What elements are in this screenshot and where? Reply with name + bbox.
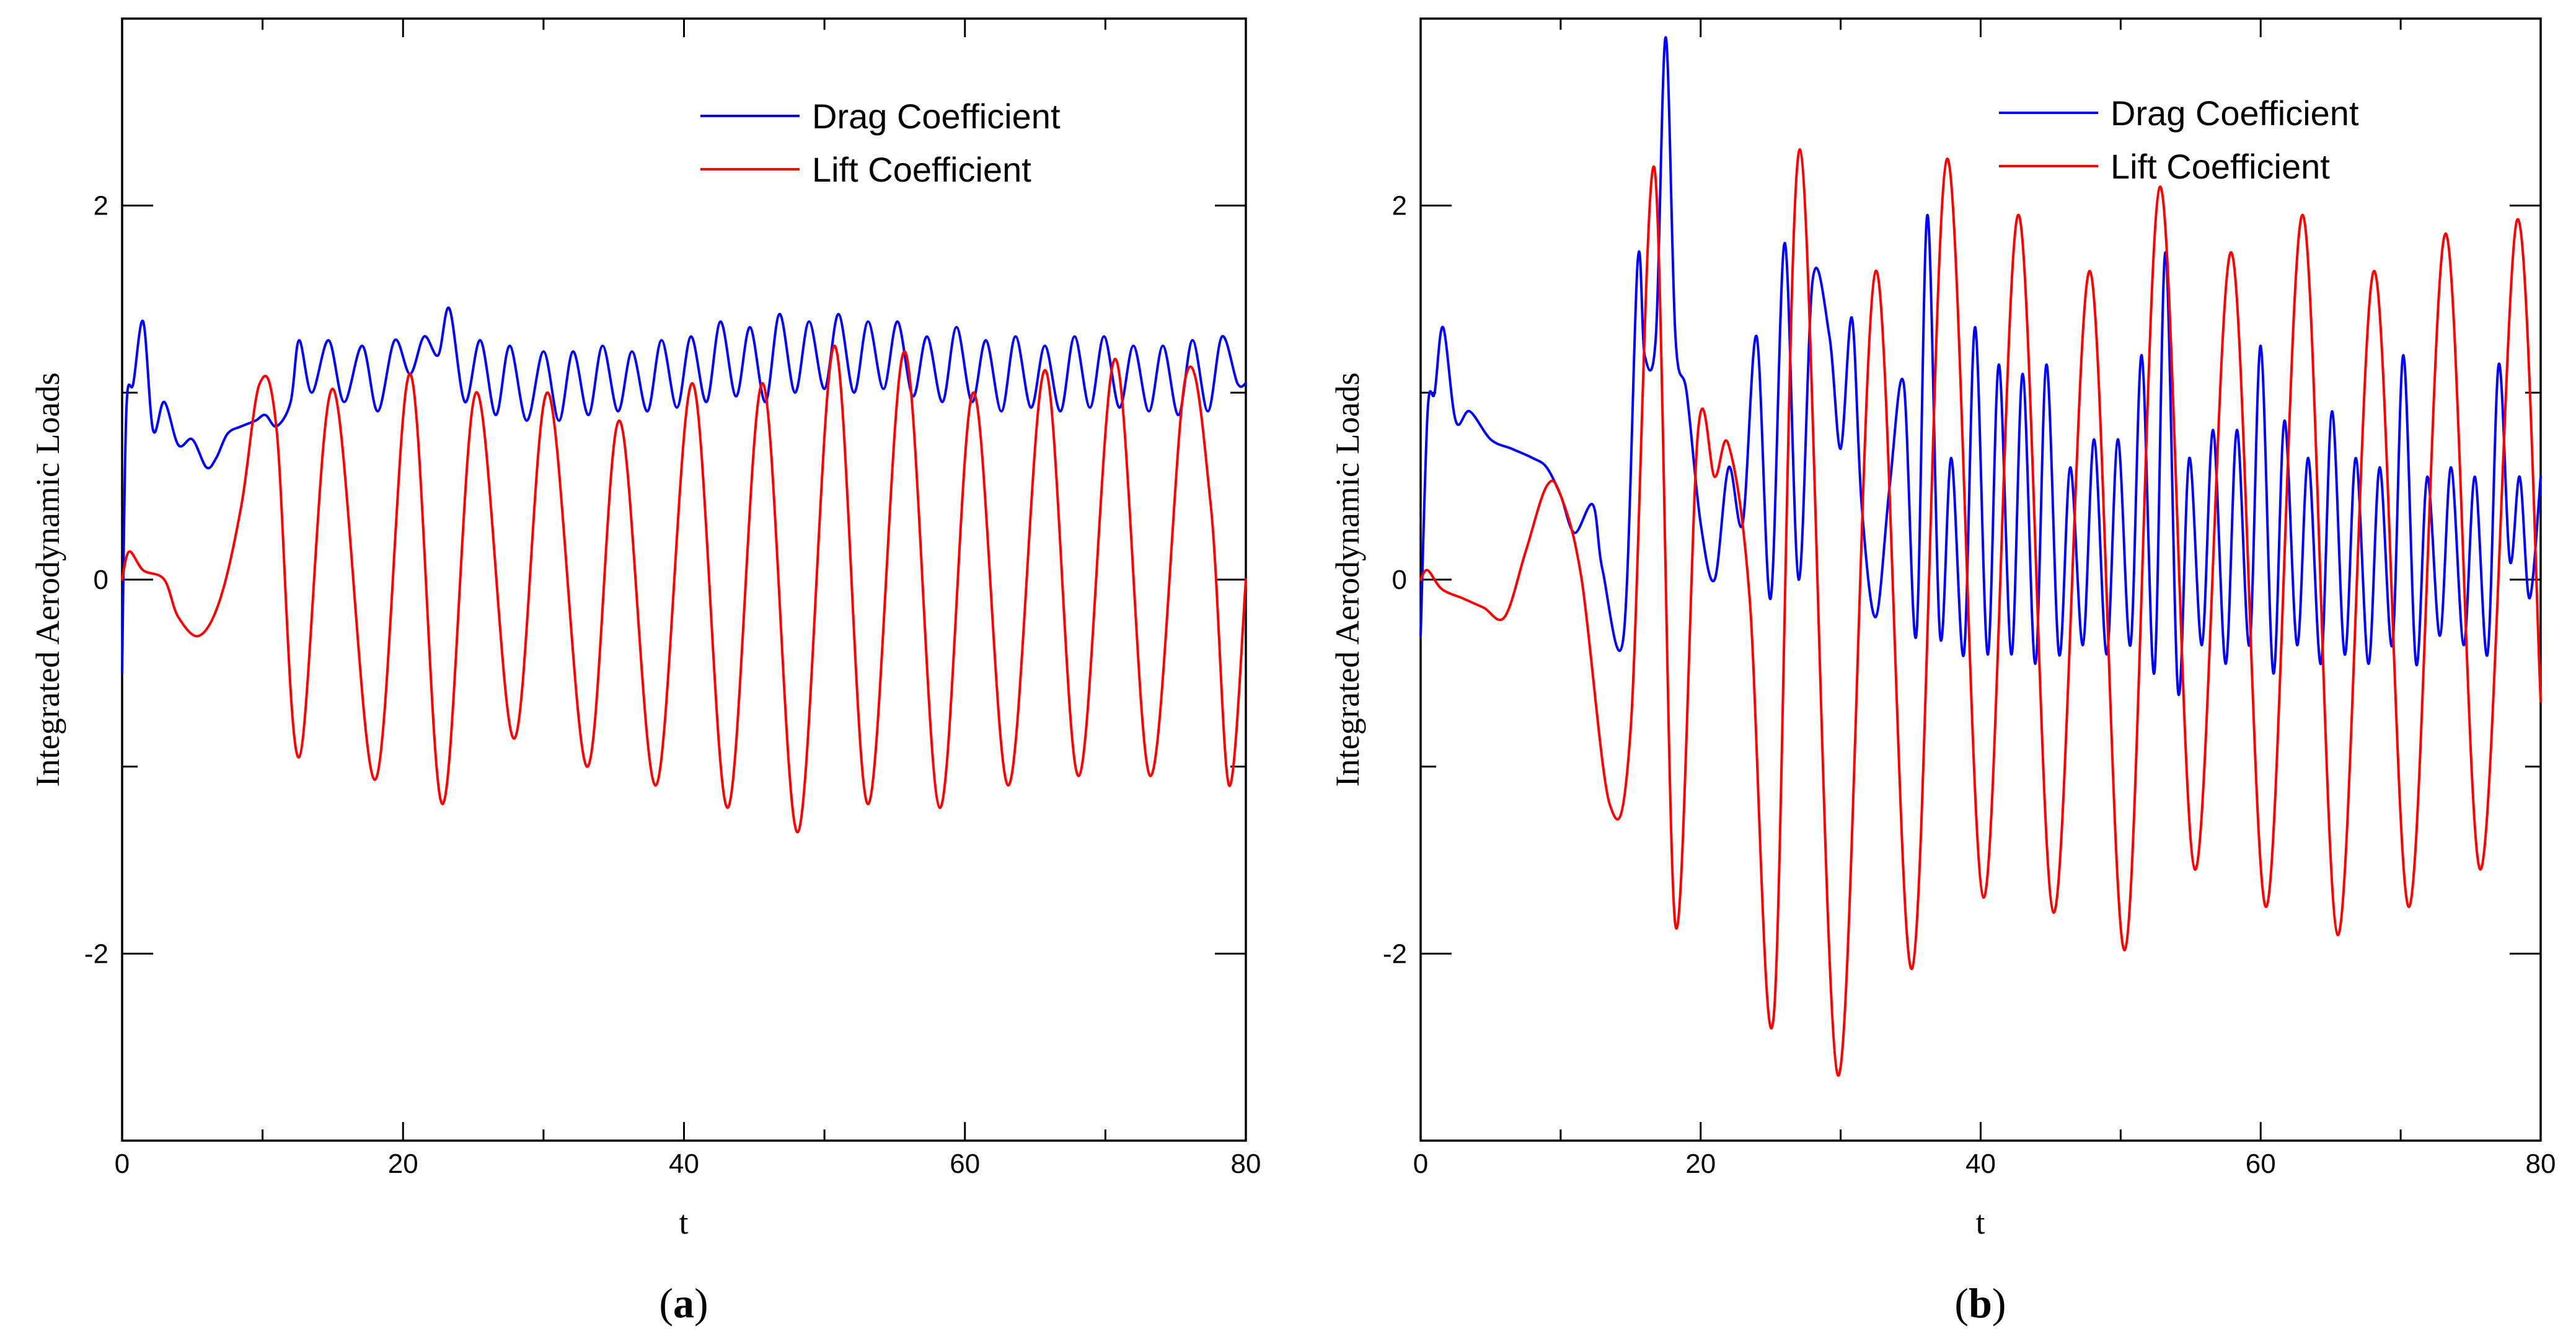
panel-b-x-tick-label-0: 0 — [1413, 1149, 1428, 1179]
panel-a-frame — [121, 17, 1247, 1142]
panel-a-x-tick-label-20: 20 — [388, 1149, 418, 1179]
panel-a-y-tick-label-0: 0 — [94, 565, 108, 595]
panel-a-ticks — [121, 17, 1247, 1142]
panel-b-ticks — [1419, 17, 2542, 1142]
panel-b-x-tick-label-40: 40 — [1965, 1149, 1996, 1179]
panel-a-letter: a — [673, 1279, 694, 1327]
panel-a-y-axis-title: Integrated Aerodynamic Loads — [29, 373, 66, 787]
panel-b-x-tick-label-80: 80 — [2526, 1149, 2556, 1179]
panel-b-y-tick-label--2: -2 — [1383, 939, 1407, 969]
panel-a: 0 20 40 60 80 -2 0 2 Drag Coefficient Lift Coef… — [29, 17, 1261, 1327]
panel-b-legend-drag-label: Drag Coefficient — [2111, 94, 2359, 133]
panel-b-lift-coefficient-line — [1419, 148, 2542, 1077]
panel-a-x-tick-label-80: 80 — [1231, 1149, 1261, 1179]
panel-b-letter: b — [1969, 1279, 1992, 1327]
panel-b-legend-lift-label: Lift Coefficient — [2111, 147, 2330, 186]
panel-a-legend-lift-label: Lift Coefficient — [812, 150, 1031, 189]
panel-a-lift-coefficient-line — [121, 344, 1247, 834]
panel-a-x-tick-label-60: 60 — [950, 1149, 980, 1179]
panel-b-label: (b) — [1954, 1279, 2006, 1327]
panel-b-series — [1419, 36, 2542, 1077]
panel-a-drag-coefficient-line — [121, 306, 1247, 674]
panel-a-label: (a) — [659, 1279, 708, 1327]
panel-b-x-tick-label-60: 60 — [2246, 1149, 2276, 1179]
panel-b-y-tick-label-0: 0 — [1392, 565, 1407, 595]
panel-a-x-tick-label-0: 0 — [115, 1149, 130, 1179]
panel-b-y-axis-title: Integrated Aerodynamic Loads — [1329, 373, 1366, 787]
panel-a-tick-labels: 0 20 40 60 80 -2 0 2 — [84, 191, 1261, 1179]
panel-a-x-axis-title: t — [679, 1204, 688, 1241]
panel-a-x-tick-label-40: 40 — [669, 1149, 699, 1179]
panel-a-series — [121, 306, 1247, 834]
panel-b-drag-coefficient-line — [1419, 36, 2542, 696]
panel-b-x-axis-title: t — [1975, 1204, 1985, 1241]
panel-a-y-tick-label-2: 2 — [94, 191, 108, 221]
panel-a-legend-drag-label: Drag Coefficient — [812, 97, 1061, 136]
panel-a-y-tick-label--2: -2 — [84, 939, 108, 969]
panel-b-tick-labels: 0 20 40 60 80 -2 0 2 — [1383, 191, 2556, 1179]
panel-b: 0 20 40 60 80 -2 0 2 Drag Coefficient Lift Coef… — [1329, 17, 2556, 1327]
panel-b-legend: Drag Coefficient Lift Coefficient — [1999, 94, 2359, 186]
panel-a-legend: Drag Coefficient Lift Coefficient — [700, 97, 1061, 189]
panel-b-x-tick-label-20: 20 — [1685, 1149, 1716, 1179]
panel-b-y-tick-label-2: 2 — [1392, 191, 1407, 221]
